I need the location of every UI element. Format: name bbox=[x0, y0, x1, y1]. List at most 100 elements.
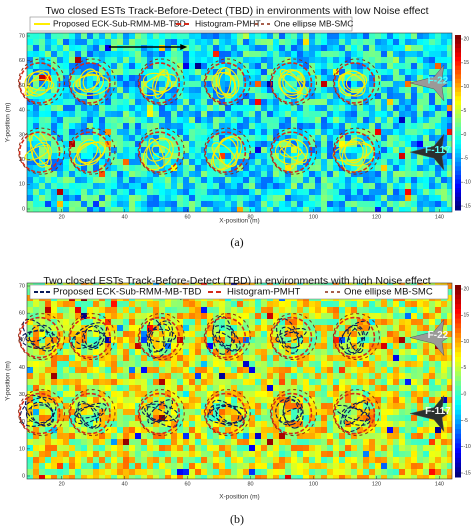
heat-cell bbox=[87, 397, 93, 403]
heat-cell bbox=[255, 57, 261, 63]
heat-cell bbox=[189, 87, 195, 93]
heat-cell bbox=[393, 409, 399, 415]
heat-cell bbox=[195, 87, 201, 93]
heat-cell bbox=[333, 301, 339, 307]
heat-cell bbox=[345, 45, 351, 51]
heat-cell bbox=[81, 457, 87, 463]
heat-cell bbox=[27, 319, 33, 325]
heat-cell bbox=[243, 457, 249, 463]
heat-cell bbox=[423, 355, 429, 361]
heat-cell bbox=[225, 325, 231, 331]
heat-cell bbox=[165, 33, 171, 39]
heat-cell bbox=[357, 475, 363, 479]
heat-cell bbox=[129, 105, 135, 111]
heat-cell bbox=[261, 69, 267, 75]
heat-cell bbox=[147, 207, 153, 212]
heat-cell bbox=[183, 379, 189, 385]
heat-cell bbox=[177, 469, 183, 475]
heat-cell bbox=[285, 195, 291, 201]
heat-cell bbox=[201, 307, 207, 313]
heat-cell bbox=[273, 367, 279, 373]
heat-cell bbox=[75, 39, 81, 45]
colorbar-cell bbox=[455, 323, 461, 329]
heat-cell bbox=[237, 415, 243, 421]
heat-cell bbox=[183, 355, 189, 361]
heat-cell bbox=[51, 147, 57, 153]
heat-cell bbox=[333, 367, 339, 373]
heat-cell bbox=[141, 313, 147, 319]
heat-cell bbox=[399, 105, 405, 111]
heat-cell bbox=[45, 445, 51, 451]
colorbar-cell bbox=[455, 157, 461, 163]
heat-cell bbox=[375, 451, 381, 457]
heat-cell bbox=[207, 63, 213, 69]
heat-cell bbox=[165, 475, 171, 479]
heat-cell bbox=[435, 33, 441, 39]
heat-cell bbox=[111, 451, 117, 457]
heat-cell bbox=[81, 433, 87, 439]
heat-cell bbox=[135, 87, 141, 93]
heat-cell bbox=[315, 201, 321, 207]
heat-cell bbox=[249, 319, 255, 325]
heat-cell bbox=[297, 183, 303, 189]
heat-cell bbox=[243, 379, 249, 385]
heat-cell bbox=[255, 165, 261, 171]
heat-cell bbox=[339, 111, 345, 117]
heat-cell bbox=[267, 361, 273, 367]
heat-cell bbox=[147, 343, 153, 349]
heat-cell bbox=[273, 361, 279, 367]
heat-cell bbox=[255, 451, 261, 457]
heat-cell bbox=[423, 307, 429, 313]
heat-cell bbox=[195, 439, 201, 445]
heat-cell bbox=[405, 111, 411, 117]
heat-cell bbox=[141, 469, 147, 475]
heat-cell bbox=[237, 99, 243, 105]
heat-cell bbox=[87, 409, 93, 415]
heat-cell bbox=[387, 433, 393, 439]
heat-cell bbox=[33, 207, 39, 212]
heat-cell bbox=[201, 475, 207, 479]
heat-cell bbox=[117, 409, 123, 415]
heat-cell bbox=[441, 331, 447, 337]
heat-cell bbox=[435, 379, 441, 385]
heat-cell bbox=[201, 397, 207, 403]
heat-cell bbox=[183, 183, 189, 189]
heat-cell bbox=[135, 117, 141, 123]
heat-cell bbox=[255, 409, 261, 415]
heat-cell bbox=[201, 129, 207, 135]
heat-cell bbox=[153, 183, 159, 189]
heat-cell bbox=[327, 421, 333, 427]
heat-cell bbox=[375, 153, 381, 159]
heat-cell bbox=[333, 195, 339, 201]
heat-cell bbox=[57, 195, 63, 201]
smc-circle bbox=[269, 127, 317, 175]
heat-cell bbox=[219, 307, 225, 313]
heat-cell bbox=[447, 39, 452, 45]
heat-cell bbox=[297, 349, 303, 355]
heat-cell bbox=[333, 123, 339, 129]
heat-cell bbox=[369, 463, 375, 469]
heat-cell bbox=[135, 355, 141, 361]
heat-cell bbox=[297, 195, 303, 201]
heat-cell bbox=[177, 183, 183, 189]
heat-cell bbox=[51, 445, 57, 451]
heat-cell bbox=[429, 93, 435, 99]
heat-cell bbox=[417, 87, 423, 93]
heat-cell bbox=[33, 469, 39, 475]
heat-cell bbox=[33, 75, 39, 81]
heat-cell bbox=[321, 57, 327, 63]
heat-cell bbox=[381, 51, 387, 57]
heat-cell bbox=[285, 39, 291, 45]
heat-cell bbox=[255, 469, 261, 475]
heat-cell bbox=[99, 201, 105, 207]
heat-cell bbox=[261, 123, 267, 129]
heat-cell bbox=[291, 379, 297, 385]
heat-cell bbox=[99, 463, 105, 469]
heat-cell bbox=[183, 397, 189, 403]
heat-cell bbox=[387, 397, 393, 403]
heat-cell bbox=[57, 355, 63, 361]
heat-cell bbox=[27, 415, 33, 421]
heat-cell bbox=[147, 355, 153, 361]
heat-cell bbox=[357, 189, 363, 195]
heat-cell bbox=[351, 373, 357, 379]
